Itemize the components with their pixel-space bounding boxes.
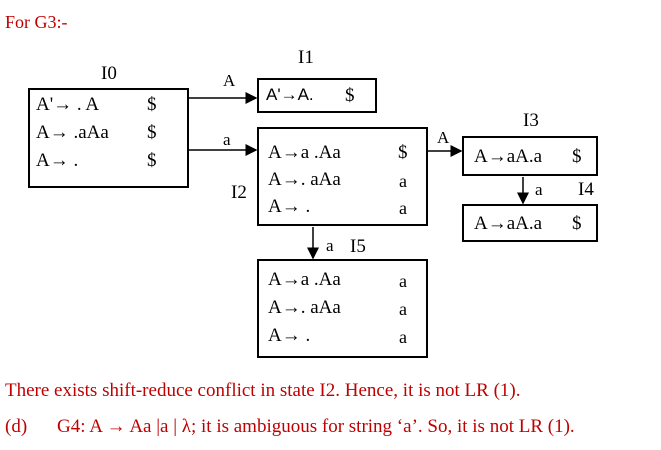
edge-label-i0-i2: a [223,130,231,149]
edge-label-i0-i1: A [223,71,236,90]
edge-label-i3-i4: a [535,180,543,199]
item-lookahead: a [399,271,407,291]
item-rule: A→a .Aa [268,142,341,163]
conclusion-text: There exists shift-reduce conflict in st… [5,380,521,401]
state-box-i3: A→aA.a $ [462,136,598,176]
state-box-i0: A'→ . A $ A→ .aAa $ A→ . $ [28,88,189,188]
part-d-marker: (d) [5,416,28,437]
state-label-i3: I3 [523,110,539,131]
state-box-i1: A'→A. $ [257,78,377,113]
item-lookahead: $ [572,146,582,167]
item-rule: A→ . [36,150,79,171]
part-d-text: G4: A → Aa |a | λ; it is ambiguous for s… [57,416,575,437]
item-lookahead: a [399,299,407,319]
state-box-i4: A→aA.a $ [462,204,598,242]
state-box-i2: A→a .Aa $ A→. aAa a A→ . a [257,127,428,226]
item-rule: A→ .aAa [36,122,109,143]
item-lookahead: $ [345,85,355,106]
item-lookahead: a [399,327,407,347]
state-label-i5: I5 [350,236,366,257]
state-label-i4: I4 [578,179,594,200]
item-rule: A→. aAa [268,297,341,318]
item-lookahead: a [399,171,407,191]
item-rule: A→ . [268,196,311,217]
edge-label-i2-i3: A [437,128,450,147]
item-rule: A→. aAa [268,169,341,190]
item-lookahead: $ [147,94,157,115]
item-lookahead: $ [572,213,582,234]
heading: For G3:- [5,12,68,32]
item-rule: A→a .Aa [268,269,341,290]
item-rule: A'→A. [266,85,314,104]
item-rule: A→ . [268,325,311,346]
state-label-i1: I1 [298,47,314,68]
item-lookahead: a [399,198,407,218]
item-lookahead: $ [147,122,157,143]
edge-label-i2-i5: a [326,236,334,255]
item-rule: A→aA.a [474,213,543,234]
state-label-i2: I2 [231,182,247,203]
item-lookahead: $ [398,142,408,163]
item-lookahead: $ [147,150,157,171]
state-label-i0: I0 [101,63,117,84]
state-box-i5: A→a .Aa a A→. aAa a A→ . a [257,259,428,358]
item-rule: A'→ . A [36,94,100,115]
item-rule: A→aA.a [474,146,543,167]
